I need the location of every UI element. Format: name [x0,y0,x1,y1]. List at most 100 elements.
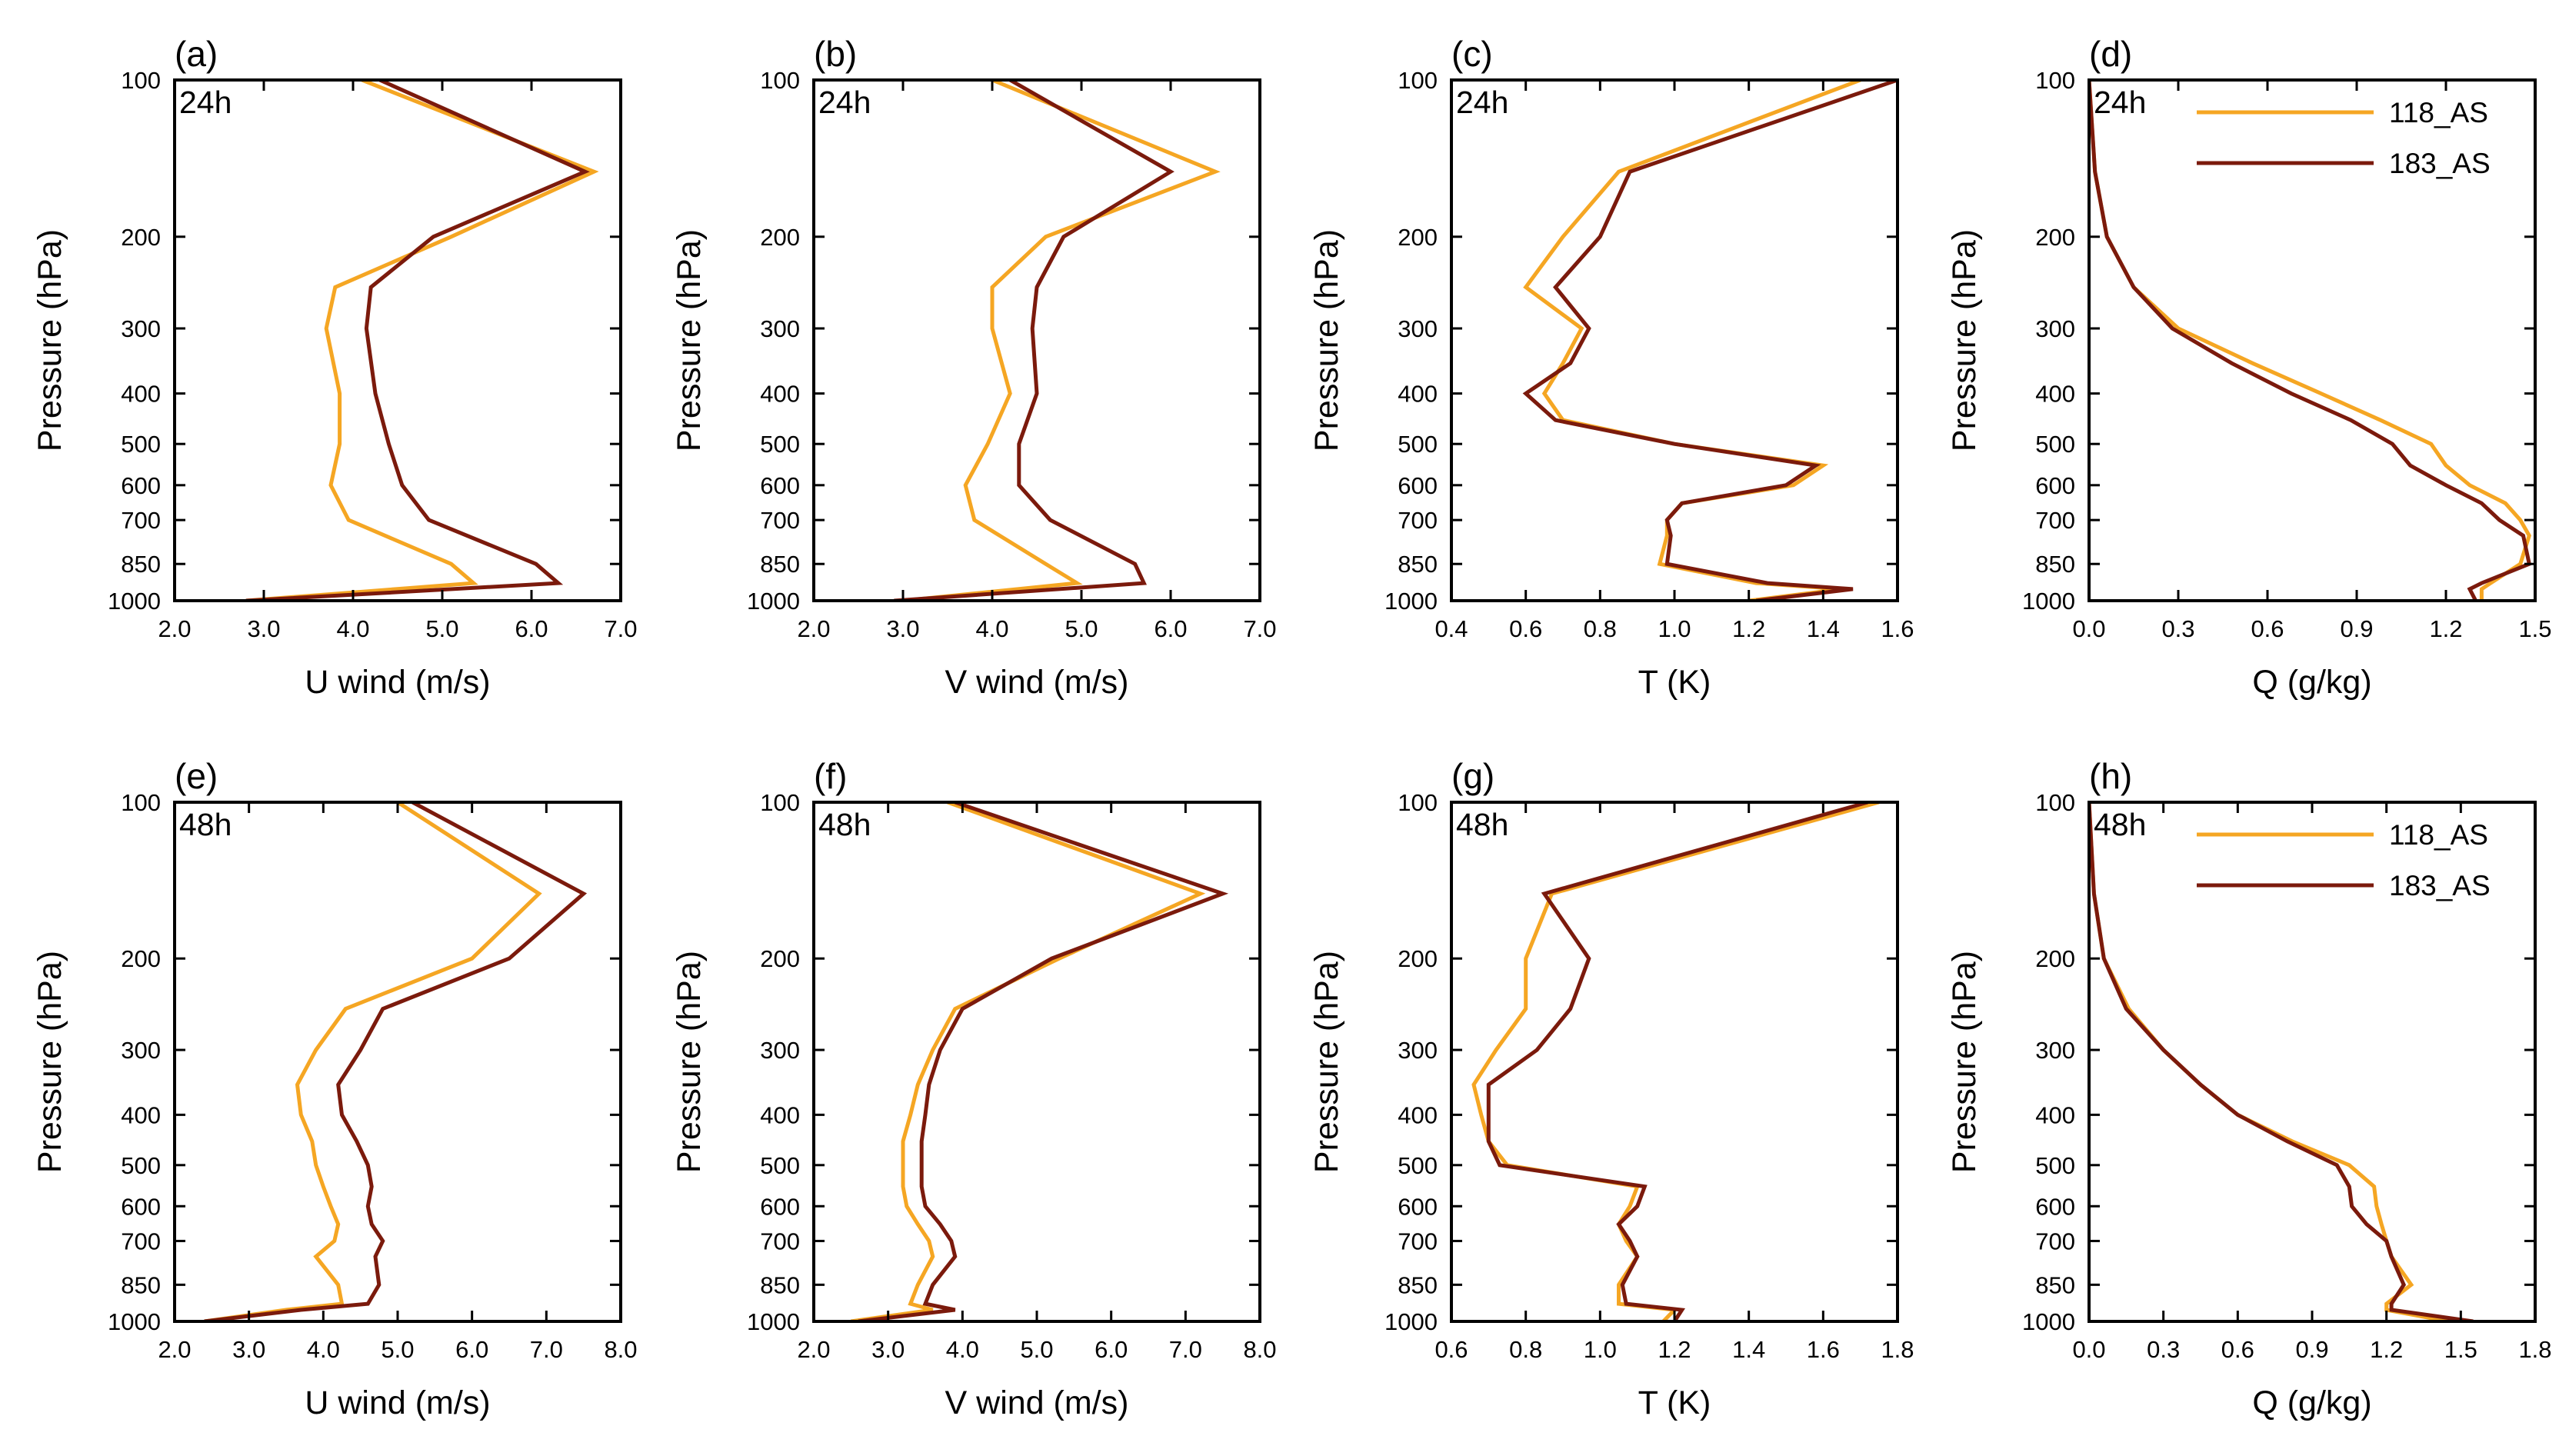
y-tick-label: 600 [1398,1193,1438,1220]
y-tick-label: 400 [760,381,800,408]
y-axis-title: Pressure (hPa) [1946,229,1983,451]
x-tick-label: 0.6 [1434,1336,1468,1363]
y-tick-label: 200 [121,945,161,972]
x-tick-label: 2.0 [158,1336,191,1363]
y-tick-label: 100 [1398,789,1438,816]
y-tick-label: 600 [760,472,800,499]
y-tick-label: 850 [2035,551,2075,578]
x-axis-title: T (K) [1638,1384,1711,1421]
time-label: 48h [179,807,232,842]
y-tick-label: 850 [2035,1271,2075,1298]
x-tick-label: 1.8 [1881,1336,1914,1363]
x-tick-label: 6.0 [515,615,548,642]
x-tick-label: 2.0 [797,1336,830,1363]
y-tick-label: 100 [1398,67,1438,94]
y-tick-label: 300 [2035,315,2075,342]
y-tick-label: 200 [760,224,800,251]
series-line-183-as [894,80,1175,601]
x-tick-label: 1.2 [2370,1336,2403,1363]
x-tick-label: 2.0 [158,615,191,642]
series-line-183-as [1522,80,1898,601]
y-tick-label: 100 [121,789,161,816]
x-tick-label: 0.9 [2295,1336,2328,1363]
y-tick-label: 400 [2035,1101,2075,1128]
series-line-183-as [1486,802,1868,1321]
y-tick-label: 500 [2035,431,2075,458]
x-tick-label: 0.6 [2251,615,2284,642]
x-tick-label: 1.8 [2518,1336,2551,1363]
y-tick-label: 850 [121,1271,161,1298]
y-tick-label: 500 [2035,1152,2075,1179]
y-tick-label: 200 [121,224,161,251]
time-label: 48h [818,807,871,842]
x-tick-label: 3.0 [871,1336,905,1363]
plot-frame [173,78,622,602]
y-tick-label: 600 [121,472,161,499]
series-line-183-as [245,80,590,601]
x-tick-label: 1.2 [2429,615,2462,642]
series-line-118-as [204,802,542,1321]
x-tick-label: 0.4 [1434,615,1468,642]
y-tick-label: 700 [1398,1228,1438,1254]
series-line-183-as [858,802,1229,1321]
series-line-118-as [850,802,1206,1321]
y-tick-label: 300 [121,1037,161,1064]
x-tick-label: 0.0 [2072,615,2105,642]
x-tick-label: 1.4 [1732,1336,1765,1363]
time-label: 24h [2094,85,2146,120]
x-tick-label: 1.2 [1732,615,1765,642]
panel-label: (e) [175,756,218,796]
x-axis-title: Q (g/kg) [2252,1384,2371,1421]
x-tick-label: 0.3 [2147,1336,2180,1363]
y-tick-label: 700 [121,1228,161,1254]
panel-label: (b) [814,34,857,74]
x-tick-label: 4.0 [307,1336,340,1363]
y-tick-label: 700 [760,507,800,534]
y-axis-title: Pressure (hPa) [32,229,68,451]
y-tick-label: 500 [760,431,800,458]
x-tick-label: 5.0 [425,615,458,642]
y-tick-label: 400 [1398,1101,1438,1128]
y-tick-label: 700 [2035,1228,2075,1254]
x-tick-label: 7.0 [1169,1336,1202,1363]
y-tick-label: 400 [121,381,161,408]
panel-label: (c) [1451,34,1493,74]
legend-label: 183_AS [2389,870,2491,901]
series-line-183-as [204,802,588,1321]
x-axis-title: U wind (m/s) [305,664,490,701]
y-tick-label: 600 [760,1193,800,1220]
x-tick-label: 6.0 [1095,1336,1128,1363]
y-tick-label: 1000 [1384,1308,1438,1335]
y-axis-title: Pressure (hPa) [1946,951,1983,1173]
x-axis-title: U wind (m/s) [305,1384,490,1421]
x-axis-title: V wind (m/s) [945,664,1129,701]
plot-frame [812,78,1261,602]
x-tick-label: 1.6 [1881,615,1914,642]
x-tick-label: 3.0 [886,615,919,642]
y-tick-label: 200 [2035,945,2075,972]
y-tick-label: 850 [1398,1271,1438,1298]
x-axis-title: T (K) [1638,664,1711,701]
panel-label: (f) [814,756,847,796]
x-tick-label: 2.0 [797,615,830,642]
x-tick-label: 6.0 [455,1336,488,1363]
y-tick-label: 600 [1398,472,1438,499]
series-line-183-as [2089,80,2532,601]
x-tick-label: 4.0 [975,615,1008,642]
x-tick-label: 4.0 [336,615,369,642]
y-tick-label: 400 [1398,381,1438,408]
y-tick-label: 700 [760,1228,800,1254]
y-tick-label: 100 [2035,67,2075,94]
y-tick-label: 850 [760,1271,800,1298]
x-tick-label: 5.0 [1065,615,1098,642]
x-tick-label: 0.6 [1509,615,1542,642]
y-tick-label: 600 [2035,472,2075,499]
y-axis-title: Pressure (hPa) [671,229,708,451]
y-tick-label: 500 [121,1152,161,1179]
y-tick-label: 300 [1398,315,1438,342]
y-tick-label: 700 [121,507,161,534]
y-tick-label: 100 [760,789,800,816]
